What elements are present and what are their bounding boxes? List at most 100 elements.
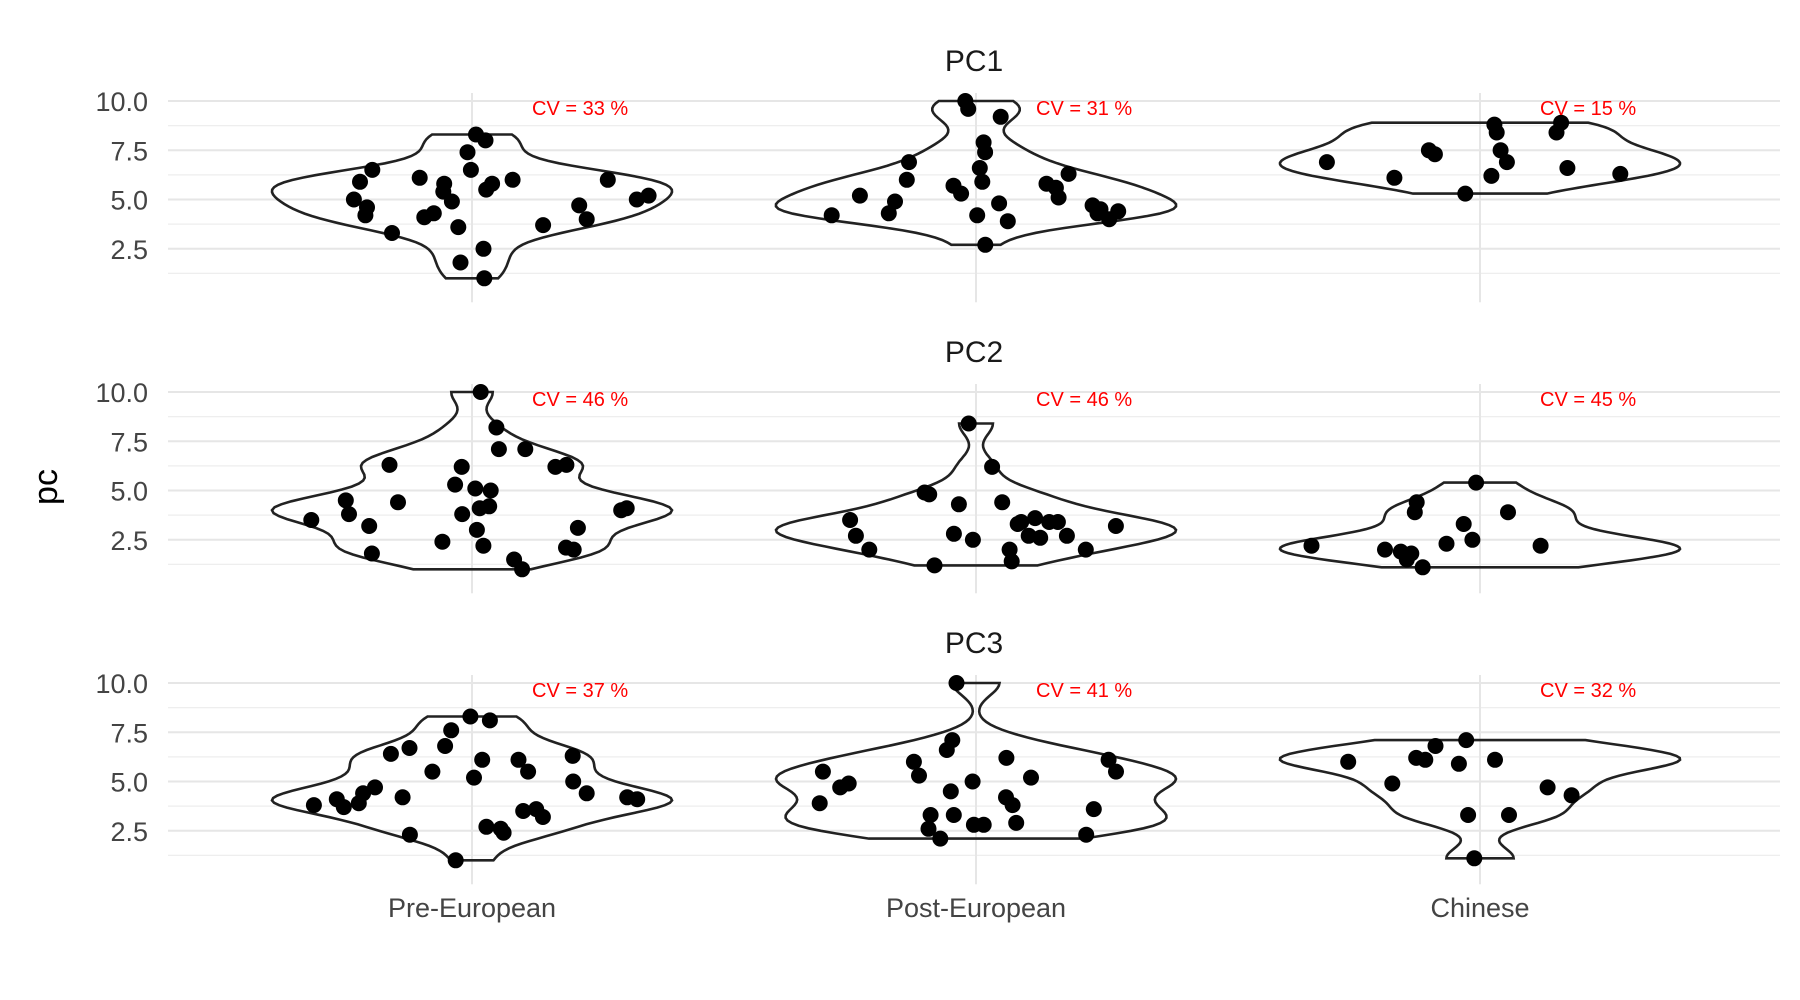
data-point [1340,753,1357,770]
violin-pre-european [270,715,674,862]
data-point [462,161,479,178]
data-point [926,557,943,574]
data-point [364,161,381,178]
y-tick-label: 5.0 [110,768,148,798]
data-point [328,791,345,808]
data-point [1110,203,1127,220]
panel-title: PC2 [945,336,1003,369]
data-point [459,144,476,161]
data-point [510,751,527,768]
violin-post-european [774,99,1178,247]
data-point [974,173,991,190]
data-point [303,512,320,528]
data-point [840,775,857,792]
data-point [1414,559,1431,576]
data-point [1003,553,1020,570]
panel-title: PC3 [945,627,1003,660]
cv-label: CV = 46 % [1036,389,1132,411]
data-point [361,518,378,534]
cv-label: CV = 37 % [532,680,628,702]
data-point [1464,531,1481,548]
data-point [1408,749,1425,766]
data-point [1455,516,1472,532]
data-point [991,195,1008,212]
data-point [478,818,495,835]
data-point [450,219,467,236]
y-tick-label: 7.5 [110,718,148,748]
data-point [1049,514,1066,530]
data-point [435,183,452,200]
data-point [1377,541,1393,558]
y-tick-label: 7.5 [110,136,148,166]
data-point [447,476,464,493]
data-point [558,456,575,473]
data-point [999,213,1016,230]
data-point [1548,124,1565,141]
data-point [629,791,646,808]
data-point [452,254,469,271]
data-point [1458,732,1475,749]
data-point [443,722,460,739]
data-point [357,207,374,224]
data-point [1303,537,1320,554]
data-point [842,512,859,528]
data-point [341,506,357,523]
data-point [571,197,588,214]
y-tick-label: 2.5 [110,235,148,265]
data-point [964,531,981,548]
y-tick-label: 10.0 [95,378,148,408]
cv-label: CV = 46 % [532,389,628,411]
data-point [384,225,400,241]
data-point [901,154,917,171]
data-point [964,773,981,790]
data-point [468,521,485,538]
data-point [1427,738,1444,754]
cv-label: CV = 45 % [1540,389,1636,411]
data-point [1108,763,1124,780]
data-point [381,456,398,473]
data-point [569,519,586,536]
data-point [1450,755,1467,772]
data-point [401,740,418,756]
data-point [454,506,471,523]
cv-label: CV = 31 % [1036,98,1132,120]
data-point [1384,775,1401,792]
data-point [345,191,362,208]
data-point [382,745,399,762]
data-point [945,807,962,823]
data-point [945,525,962,542]
chart-panels: 2.5 5.0 7.5 10.0 PC1 CV = 33 % CV = 31 % CV = 1… [95,45,1780,885]
data-point [938,742,955,758]
panel-pc3: 2.5 5.0 7.5 10.0 PC3 CV = 37 % CV = 41 % CV = 3… [95,627,1780,885]
data-point [481,712,498,729]
data-point [475,240,492,257]
data-point [1107,518,1124,534]
panel-title: PC1 [945,45,1003,78]
data-point [977,236,994,253]
data-point [880,205,897,222]
y-tick-label: 5.0 [110,477,148,507]
data-point [481,498,498,515]
data-point [488,419,505,436]
data-point [1085,801,1102,818]
data-point [477,132,494,149]
data-point [394,789,411,806]
data-point [960,415,977,432]
data-point [1032,529,1049,546]
data-point [565,773,582,790]
data-point [482,482,499,499]
data-point [1500,504,1516,521]
panel-pc2: 2.5 5.0 7.5 10.0 PC2 CV = 46 % CV = 46 % CV = 4… [95,336,1780,594]
data-point [363,545,380,562]
data-point [905,753,922,770]
data-point [478,181,495,198]
data-point [1009,516,1026,532]
cv-label: CV = 41 % [1036,680,1132,702]
data-point [1487,751,1503,768]
y-axis-label: pc [27,469,65,505]
data-point [1498,154,1515,171]
data-point [1001,541,1018,558]
data-point [1100,751,1117,768]
data-point [1501,807,1517,823]
data-point [578,785,595,802]
